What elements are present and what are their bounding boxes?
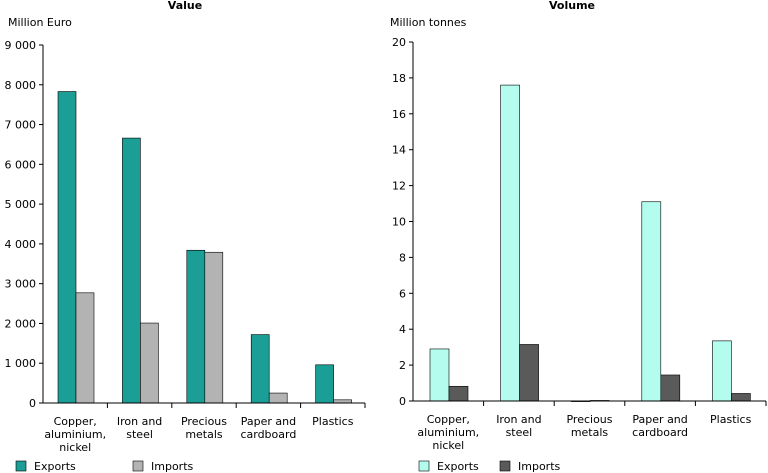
volume-y-axis-label: Million tonnes	[390, 16, 467, 29]
value-chart-title: Value	[168, 0, 202, 12]
volume-bar-exports	[500, 84, 520, 402]
volume-y-tick-label: 16	[392, 108, 406, 121]
value-category-label: metals	[185, 428, 223, 441]
volume-category-label: nickel	[432, 439, 464, 452]
value-bar-imports	[204, 251, 224, 404]
volume-y-tick-label: 12	[392, 180, 406, 193]
value-y-tick-label: 2 000	[5, 317, 37, 330]
value-bar-exports	[122, 137, 141, 404]
volume-category-label: cardboard	[632, 426, 688, 439]
volume-y-tick-label: 2	[399, 359, 406, 372]
value-bar-exports	[250, 334, 270, 404]
value-y-tick-label: 9 000	[5, 39, 37, 52]
value-category-label: Copper,	[54, 415, 97, 428]
volume-y-tick-label: 6	[399, 287, 406, 300]
value-category-label: cardboard	[240, 428, 296, 441]
volume-y-tick-label: 10	[392, 216, 406, 229]
volume-legend-swatch-exports	[418, 460, 430, 472]
value-legend-swatch-exports	[15, 460, 27, 472]
value-category-label: aluminium,	[44, 428, 106, 441]
value-category-label: nickel	[59, 441, 91, 454]
value-category-label: steel	[126, 428, 153, 441]
volume-category-label: aluminium,	[417, 426, 479, 439]
volume-legend-label-imports: Imports	[518, 460, 561, 473]
volume-y-tick-label: 4	[399, 323, 406, 336]
value-legend-label-exports: Exports	[34, 460, 76, 473]
value-bar-exports	[57, 91, 77, 404]
volume-category-label: Paper and	[632, 413, 687, 426]
value-category-label: Plastics	[312, 415, 354, 428]
volume-y-tick-label: 14	[392, 144, 406, 157]
volume-bar-imports	[660, 374, 681, 402]
value-y-axis-label: Million Euro	[8, 16, 72, 29]
value-y-tick-label: 5 000	[5, 198, 37, 211]
value-y-tick-label: 1 000	[5, 357, 37, 370]
value-category-label: Precious	[181, 415, 227, 428]
volume-bar-imports	[731, 393, 751, 402]
volume-category-label: Plastics	[710, 413, 752, 426]
value-category-label: Iron and	[117, 415, 162, 428]
volume-category-label: Precious	[566, 413, 612, 426]
value-bar-imports	[268, 392, 288, 404]
volume-bar-imports	[519, 344, 539, 402]
value-y-tick-label: 7 000	[5, 119, 37, 132]
volume-category-label: Iron and	[496, 413, 541, 426]
volume-bar-exports	[429, 348, 450, 402]
value-legend-swatch-imports	[132, 460, 144, 472]
value-bar-imports	[140, 322, 159, 404]
volume-y-tick-label: 18	[392, 72, 406, 85]
volume-category-label: steel	[506, 426, 533, 439]
value-bar-imports	[75, 292, 95, 404]
value-y-tick-label: 4 000	[5, 238, 37, 251]
value-y-tick-label: 3 000	[5, 278, 37, 291]
volume-legend-label-exports: Exports	[437, 460, 479, 473]
value-bar-exports	[186, 249, 206, 404]
volume-chart-title: Volume	[549, 0, 595, 12]
value-y-tick-label: 8 000	[5, 79, 37, 92]
value-category-label: Paper and	[241, 415, 296, 428]
volume-bar-exports	[712, 340, 732, 402]
volume-y-tick-label: 20	[392, 36, 406, 49]
volume-bar-exports	[641, 201, 662, 402]
volume-category-label: metals	[571, 426, 609, 439]
volume-category-label: Copper,	[427, 413, 470, 426]
volume-y-tick-label: 8	[399, 251, 406, 264]
value-legend-label-imports: Imports	[151, 460, 194, 473]
volume-legend-swatch-imports	[499, 460, 511, 472]
volume-bar-imports	[448, 385, 469, 402]
value-y-tick-label: 6 000	[5, 158, 37, 171]
value-y-tick-label: 0	[29, 397, 36, 410]
value-bar-exports	[315, 364, 334, 404]
volume-y-tick-label: 0	[399, 395, 406, 408]
